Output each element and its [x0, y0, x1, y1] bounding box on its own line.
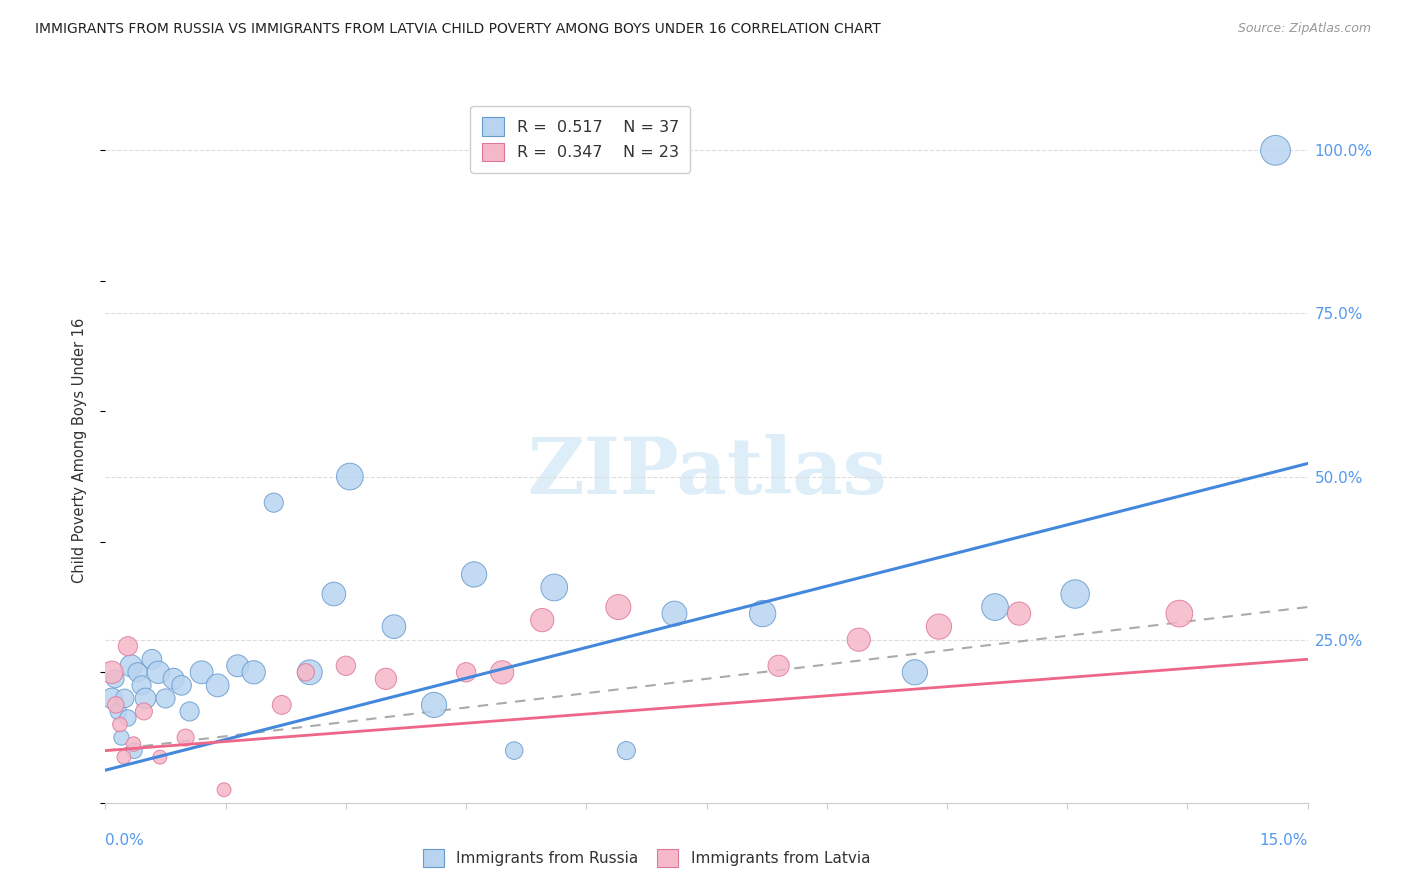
Point [904, 665, 927, 680]
Point [848, 632, 870, 647]
Point [751, 607, 773, 621]
Point [112, 750, 135, 764]
Text: ZIPatlas: ZIPatlas [527, 434, 886, 509]
Legend: Immigrants from Russia, Immigrants from Latvia: Immigrants from Russia, Immigrants from … [416, 843, 876, 872]
Point [212, 782, 235, 797]
Point [179, 705, 201, 719]
Point [298, 665, 321, 680]
Point [104, 698, 127, 712]
Point [101, 665, 124, 680]
Point [1168, 607, 1191, 621]
Point [190, 665, 212, 680]
Point [374, 672, 398, 686]
Point [132, 705, 155, 719]
Point [335, 658, 357, 673]
Point [1008, 607, 1031, 621]
Point [122, 737, 145, 751]
Point [226, 658, 249, 673]
Point [117, 639, 139, 653]
Point [131, 678, 153, 692]
Point [270, 698, 292, 712]
Point [607, 600, 630, 615]
Point [174, 731, 197, 745]
Point [928, 620, 950, 634]
Point [120, 658, 142, 673]
Point [423, 698, 446, 712]
Text: Source: ZipAtlas.com: Source: ZipAtlas.com [1237, 22, 1371, 36]
Point [463, 567, 485, 582]
Point [135, 691, 157, 706]
Point [107, 705, 129, 719]
Point [1264, 144, 1286, 158]
Point [339, 469, 361, 483]
Point [141, 652, 163, 666]
Point [322, 587, 344, 601]
Point [531, 613, 554, 627]
Point [768, 658, 790, 673]
Point [543, 581, 565, 595]
Point [124, 743, 146, 757]
Point [127, 665, 149, 680]
Point [382, 620, 405, 634]
Point [170, 678, 193, 692]
Point [117, 711, 139, 725]
Point [242, 665, 264, 680]
Point [503, 743, 526, 757]
Point [491, 665, 513, 680]
Point [148, 665, 170, 680]
Point [664, 607, 686, 621]
Point [1064, 587, 1087, 601]
Point [108, 717, 131, 731]
Point [162, 672, 184, 686]
Point [104, 672, 127, 686]
Point [263, 496, 285, 510]
Point [110, 731, 132, 745]
Text: 15.0%: 15.0% [1260, 833, 1308, 848]
Point [149, 750, 172, 764]
Point [616, 743, 638, 757]
Point [295, 665, 318, 680]
Point [456, 665, 478, 680]
Point [984, 600, 1007, 615]
Text: IMMIGRANTS FROM RUSSIA VS IMMIGRANTS FROM LATVIA CHILD POVERTY AMONG BOYS UNDER : IMMIGRANTS FROM RUSSIA VS IMMIGRANTS FRO… [35, 22, 882, 37]
Point [101, 691, 124, 706]
Point [155, 691, 177, 706]
Point [114, 691, 136, 706]
Y-axis label: Child Poverty Among Boys Under 16: Child Poverty Among Boys Under 16 [72, 318, 87, 583]
Text: 0.0%: 0.0% [105, 833, 145, 848]
Point [207, 678, 229, 692]
